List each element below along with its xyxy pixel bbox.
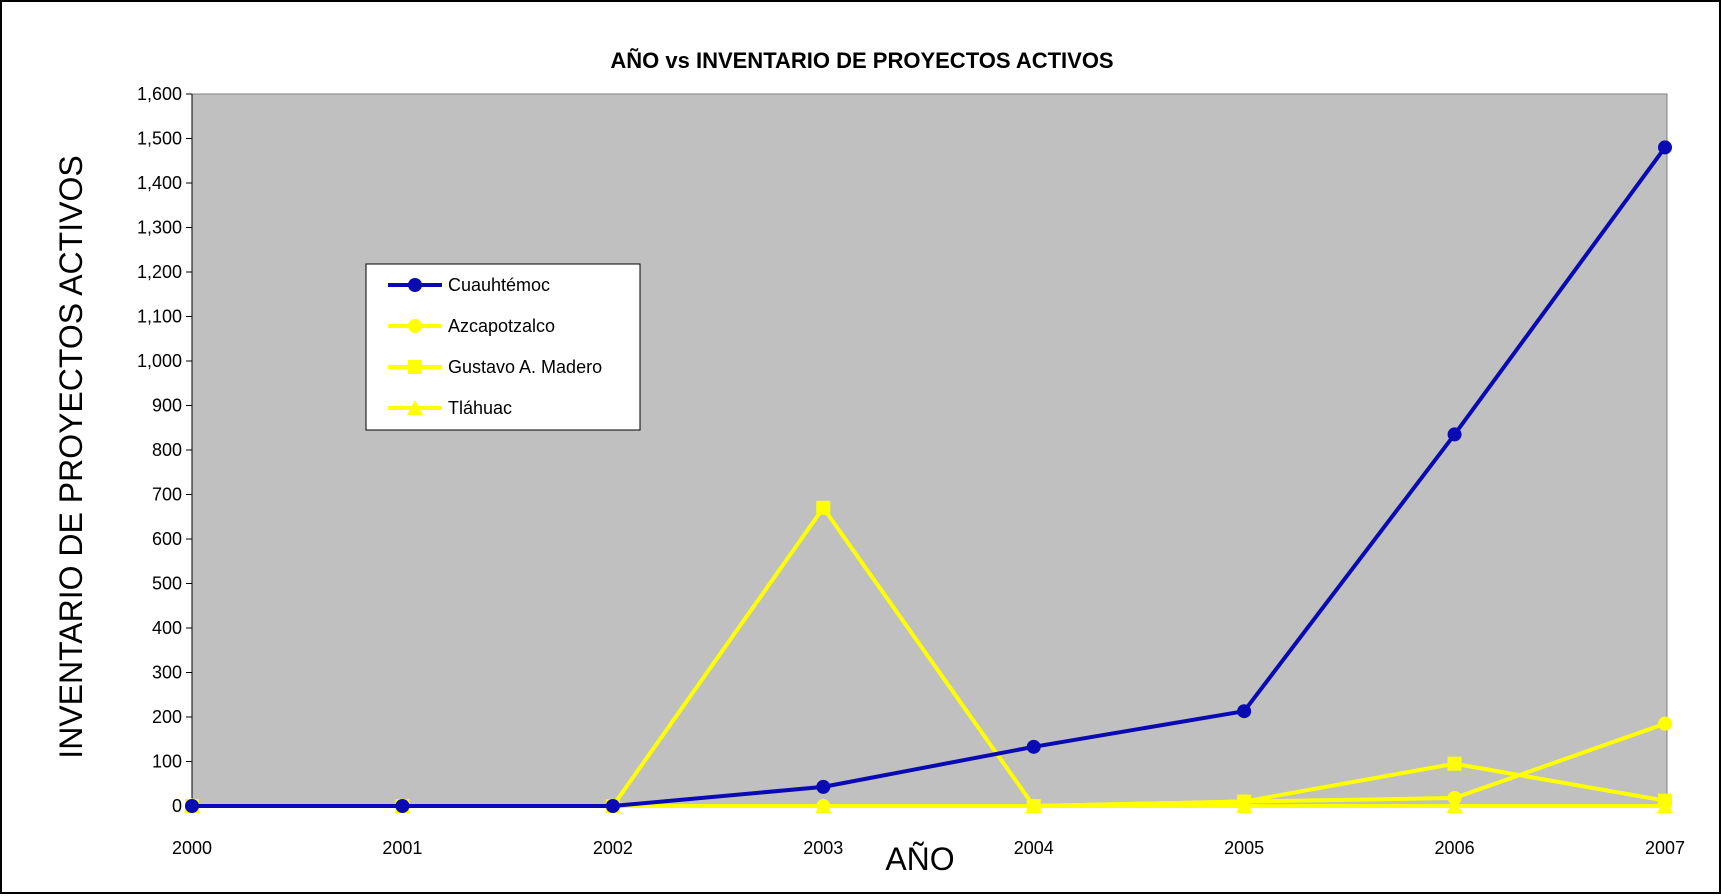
series-line	[192, 146, 1667, 808]
x-tick-label: 2007	[1645, 838, 1685, 858]
x-tick-label: 2001	[382, 838, 422, 858]
data-point	[605, 799, 620, 813]
legend-entry-label: Cuauhtémoc	[448, 275, 550, 295]
legend-swatch-marker	[408, 360, 422, 374]
x-tick-label: 2003	[803, 838, 843, 858]
legend-box	[365, 263, 641, 431]
data-point	[1026, 739, 1041, 754]
data-point	[1447, 790, 1462, 805]
y-tick-label: 100	[152, 752, 182, 772]
data-point	[816, 500, 831, 515]
legend-entry-label: Azcapotzalco	[448, 316, 555, 336]
y-tick-label: 1,500	[137, 129, 182, 149]
x-tick-label: 2002	[593, 838, 633, 858]
legend-entry-label: Gustavo A. Madero	[448, 357, 602, 377]
y-tick-label: 1,100	[137, 307, 182, 327]
y-tick-label: 1,000	[137, 351, 182, 371]
x-tick-label: 2006	[1435, 838, 1475, 858]
x-tick-label: 2000	[172, 838, 212, 858]
y-tick-label: 1,300	[137, 218, 182, 238]
legend-swatch-marker	[408, 319, 422, 333]
series-layer	[184, 140, 1673, 813]
data-point	[816, 799, 831, 813]
data-point	[1237, 704, 1252, 719]
y-tick-label: 500	[152, 574, 182, 594]
x-tick-label: 2004	[1014, 838, 1054, 858]
y-tick-label: 600	[152, 529, 182, 549]
y-tick-label: 200	[152, 707, 182, 727]
y-axis: 0 100 200 300 400 500 600 700 800 900 1,000 1,100 1,…	[137, 84, 193, 816]
y-tick-label: 1,200	[137, 262, 182, 282]
y-axis-title: INVENTARIO DE PROYECTOS ACTIVOS	[53, 155, 89, 758]
legend-entry-label: Tláhuac	[448, 398, 512, 418]
y-tick-label: 900	[152, 396, 182, 416]
data-point	[1447, 427, 1462, 442]
y-tick-label: 1,400	[137, 173, 182, 193]
data-point	[1658, 140, 1672, 155]
y-tick-label: 700	[152, 485, 182, 505]
data-point	[1026, 799, 1041, 813]
data-point	[1658, 716, 1672, 731]
data-point	[395, 799, 410, 813]
legend-swatch-marker	[407, 400, 423, 415]
y-tick-label: 300	[152, 663, 182, 683]
legend: Cuauhtémoc Azcapotzalco Gustavo A. Madero T…	[365, 263, 641, 431]
series-group	[185, 140, 1672, 813]
data-point	[816, 779, 831, 794]
data-point	[1237, 794, 1252, 809]
y-tick-label: 0	[172, 796, 182, 816]
data-point	[1658, 793, 1672, 808]
data-point	[1447, 756, 1462, 771]
data-point	[185, 799, 199, 813]
x-axis-title: AÑO	[885, 841, 954, 877]
plot-area	[191, 93, 1668, 807]
x-tick-label: 2005	[1224, 838, 1264, 858]
data-point	[1446, 798, 1463, 813]
y-tick-label: 800	[152, 440, 182, 460]
y-tick-label: 400	[152, 618, 182, 638]
y-tick-label: 1,600	[137, 84, 182, 104]
legend-swatch-marker	[408, 278, 422, 292]
chart-title: AÑO vs INVENTARIO DE PROYECTOS ACTIVOS	[610, 48, 1113, 73]
